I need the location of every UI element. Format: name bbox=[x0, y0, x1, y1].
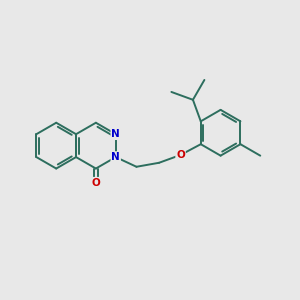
Text: O: O bbox=[176, 150, 185, 160]
Text: N: N bbox=[111, 152, 120, 162]
Text: N: N bbox=[111, 129, 120, 139]
Text: O: O bbox=[92, 178, 100, 188]
